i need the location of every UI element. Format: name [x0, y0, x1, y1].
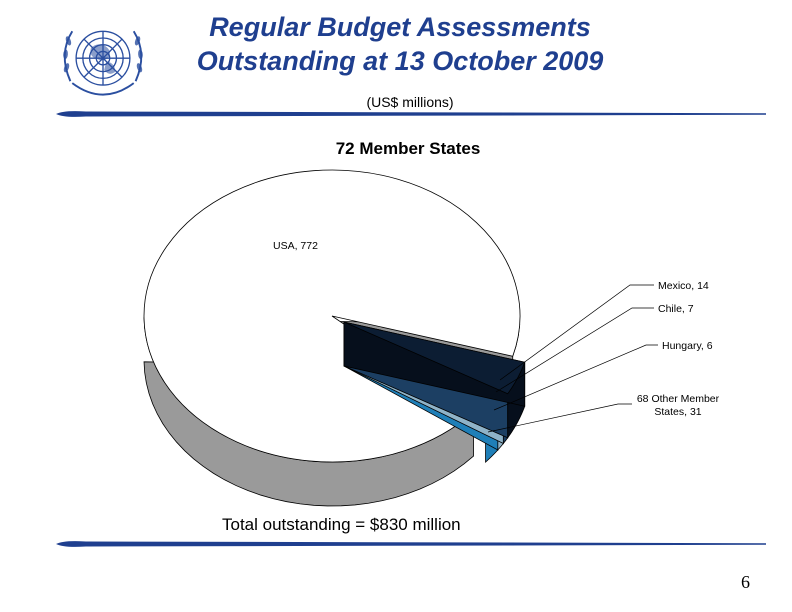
pie-slices	[143, 169, 526, 507]
slice-label-others: 68 Other Member States, 31	[637, 393, 720, 418]
leader-line-hungary	[493, 344, 658, 411]
slice-label-chile: Chile, 7	[658, 303, 694, 315]
bottom-divider	[56, 541, 766, 547]
page-number: 6	[741, 572, 750, 592]
leader-line-others	[487, 403, 632, 433]
total-outstanding-text: Total outstanding = $830 million	[222, 515, 461, 534]
slice-labels: USA, 772 Mexico, 14 Chile, 7 Hungary, 6 68 O…	[273, 240, 720, 418]
slice-label-hungary: Hungary, 6	[662, 340, 713, 352]
slice-label-usa: USA, 772	[273, 240, 318, 252]
slice-label-mexico: Mexico, 14	[658, 280, 709, 292]
slide-title-line2: Outstanding at 13 October 2009	[196, 46, 604, 76]
chart-title: 72 Member States	[335, 139, 481, 158]
slide-title: Regular Budget Assessments Outstanding a…	[160, 10, 640, 78]
slide-title-line1: Regular Budget Assessments	[209, 12, 591, 42]
leader-line-mexico	[499, 284, 654, 381]
leader-lines	[487, 284, 658, 433]
un-emblem-logo	[63, 30, 143, 96]
slide-subtitle: (US$ millions)	[366, 94, 454, 110]
top-divider	[56, 111, 766, 117]
leader-line-chile	[495, 307, 654, 393]
